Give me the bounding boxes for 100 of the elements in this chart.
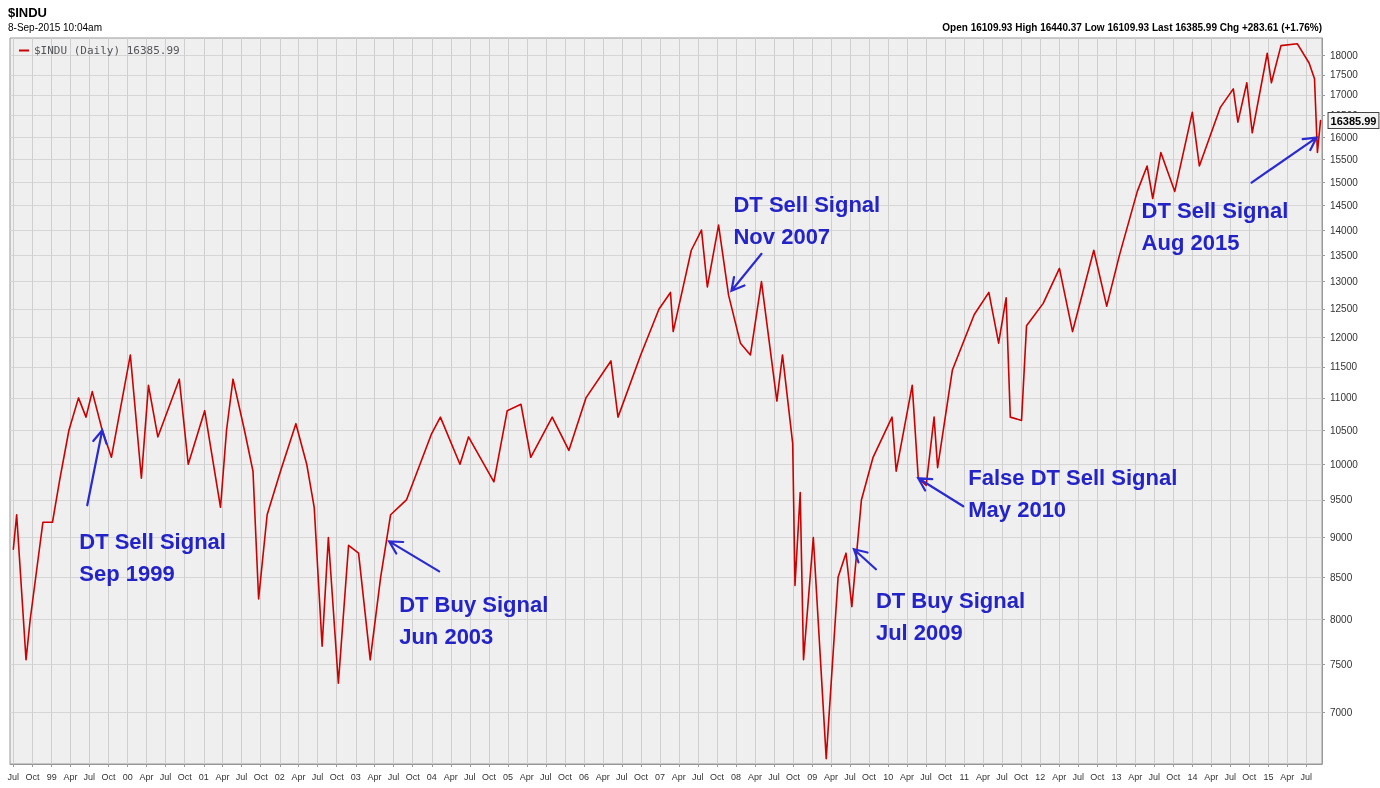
x-tick-label: Oct xyxy=(862,771,877,782)
x-tick-label: 01 xyxy=(198,771,209,782)
x-tick-label: Jul xyxy=(311,771,324,782)
y-tick-label: 14500 xyxy=(1330,200,1359,212)
x-tick-label: Oct xyxy=(633,771,649,782)
x-tick-label: Apr xyxy=(1204,771,1219,782)
x-tick-label: Oct xyxy=(557,771,573,782)
y-tick-label: 9500 xyxy=(1330,494,1353,506)
x-tick-label: 00 xyxy=(122,771,133,782)
x-tick-label: Apr xyxy=(900,771,915,782)
x-tick-label: Oct xyxy=(1014,771,1029,782)
x-tick-label: 02 xyxy=(274,771,285,782)
x-tick-label: Jul xyxy=(616,771,628,782)
x-tick-label: 11 xyxy=(959,771,969,782)
x-tick-label: 09 xyxy=(807,771,818,782)
x-tick-label: Oct xyxy=(329,771,345,782)
x-tick-label: Oct xyxy=(481,771,497,782)
x-tick-label: Oct xyxy=(101,771,116,782)
y-tick-label: 17000 xyxy=(1330,89,1359,101)
y-tick-label: 8000 xyxy=(1330,614,1353,626)
x-tick-label: Apr xyxy=(824,771,839,782)
x-tick-label: Oct xyxy=(1166,771,1181,782)
x-tick-label: 12 xyxy=(1035,771,1046,782)
y-tick-label: 7000 xyxy=(1330,706,1353,718)
x-tick-label: 06 xyxy=(579,771,590,782)
y-tick-label: 15500 xyxy=(1330,153,1359,165)
x-tick-label: 99 xyxy=(46,771,57,782)
x-tick-label: 14 xyxy=(1187,771,1198,782)
annotation: DT Sell Signal Sep 1999 xyxy=(79,528,226,586)
x-tick-label: Apr xyxy=(63,771,78,782)
y-tick-label: 15000 xyxy=(1330,176,1359,188)
x-tick-label: 04 xyxy=(426,771,437,782)
chart-subtitle: 8-Sep-2015 10:04am xyxy=(8,21,102,33)
x-tick-label: Oct xyxy=(177,771,193,782)
x-tick-label: Jul xyxy=(996,771,1008,782)
text: Open 16109.93 High 16440.37 Low 16109.93 Last 16385.99 Chg +283.61 (+1.76%) xyxy=(942,21,1322,33)
x-tick-label: Jul xyxy=(159,771,172,782)
x-tick-label: Jul xyxy=(1148,771,1160,782)
data-label: 16385.99 xyxy=(1330,114,1377,127)
annotation: DT Buy Signal Jul 2009 xyxy=(875,587,1026,645)
y-tick-label: 11500 xyxy=(1330,361,1358,373)
x-tick-label: Apr xyxy=(443,771,458,782)
y-tick-label: 9000 xyxy=(1330,532,1353,544)
x-tick-label: Oct xyxy=(1242,771,1257,782)
x-tick-label: Apr xyxy=(367,771,382,782)
x-tick-label: Jul xyxy=(539,771,552,782)
x-tick-label: Jul xyxy=(387,771,400,782)
x-tick-label: Apr xyxy=(976,771,991,782)
x-tick-label: Apr xyxy=(519,771,534,782)
y-tick-label: 13000 xyxy=(1330,276,1359,288)
x-tick-label: Apr xyxy=(291,771,306,782)
x-tick-label: Jul xyxy=(235,771,248,782)
x-tick-label: Apr xyxy=(595,771,610,782)
y-tick-label: 8500 xyxy=(1330,571,1353,583)
y-tick-label: 18000 xyxy=(1330,49,1359,61)
x-tick-label: 07 xyxy=(655,771,666,782)
x-tick-label: Jul xyxy=(920,771,932,782)
x-tick-label: 08 xyxy=(731,771,742,782)
annotation: DT Buy Signal Jun 2003 xyxy=(399,591,549,649)
x-tick-label: Jul xyxy=(83,771,96,782)
x-tick-label: Apr xyxy=(1280,771,1295,782)
y-tick-label: 13500 xyxy=(1330,249,1359,261)
x-tick-label: Oct xyxy=(938,771,953,782)
x-tick-label: 03 xyxy=(350,771,361,782)
x-tick-label: Oct xyxy=(786,771,801,782)
x-tick-label: 05 xyxy=(503,771,514,782)
x-tick-label: Apr xyxy=(748,771,763,782)
legend-label: $INDU (Daily) 16385.99 xyxy=(34,44,180,57)
x-tick-label: Jul xyxy=(1224,771,1236,782)
y-tick-label: 16000 xyxy=(1330,131,1359,143)
chart-title: $INDU xyxy=(8,5,48,20)
y-tick-label: 10000 xyxy=(1330,458,1359,470)
line-series xyxy=(12,42,1322,760)
y-tick-label: 17500 xyxy=(1330,69,1359,81)
x-tick-label: Apr xyxy=(1128,771,1143,782)
annotation: False DT Sell Signal May 2010 xyxy=(968,464,1178,522)
annotation: DT Sell Signal Nov 2007 xyxy=(733,192,881,250)
x-tick-label: Jul xyxy=(844,771,856,782)
y-tick-label: 11000 xyxy=(1330,392,1358,404)
x-tick-label: 10 xyxy=(883,771,894,782)
x-tick-label: Jul xyxy=(463,771,476,782)
annotation: DT Sell Signal Aug 2015 xyxy=(1141,198,1289,256)
x-tick-label: Jul xyxy=(7,771,20,782)
y-tick-label: 7500 xyxy=(1330,658,1353,670)
x-tick-label: Oct xyxy=(25,771,40,782)
x-tick-label: 15 xyxy=(1263,771,1274,782)
x-tick-label: Oct xyxy=(1090,771,1105,782)
x-tick-label: Jul xyxy=(1072,771,1084,782)
x-tick-label: Oct xyxy=(253,771,269,782)
y-tick-label: 12500 xyxy=(1330,303,1359,315)
x-tick-label: Jul xyxy=(768,771,780,782)
x-tick-label: Oct xyxy=(709,771,725,782)
y-tick-label: 14000 xyxy=(1330,224,1359,236)
x-tick-label: Apr xyxy=(215,771,230,782)
x-tick-label: Oct xyxy=(405,771,421,782)
y-tick-label: 10500 xyxy=(1330,424,1359,436)
x-tick-label: Apr xyxy=(1052,771,1067,782)
x-tick-label: Jul xyxy=(692,771,704,782)
x-tick-label: Apr xyxy=(139,771,154,782)
x-tick-label: Apr xyxy=(671,771,686,782)
